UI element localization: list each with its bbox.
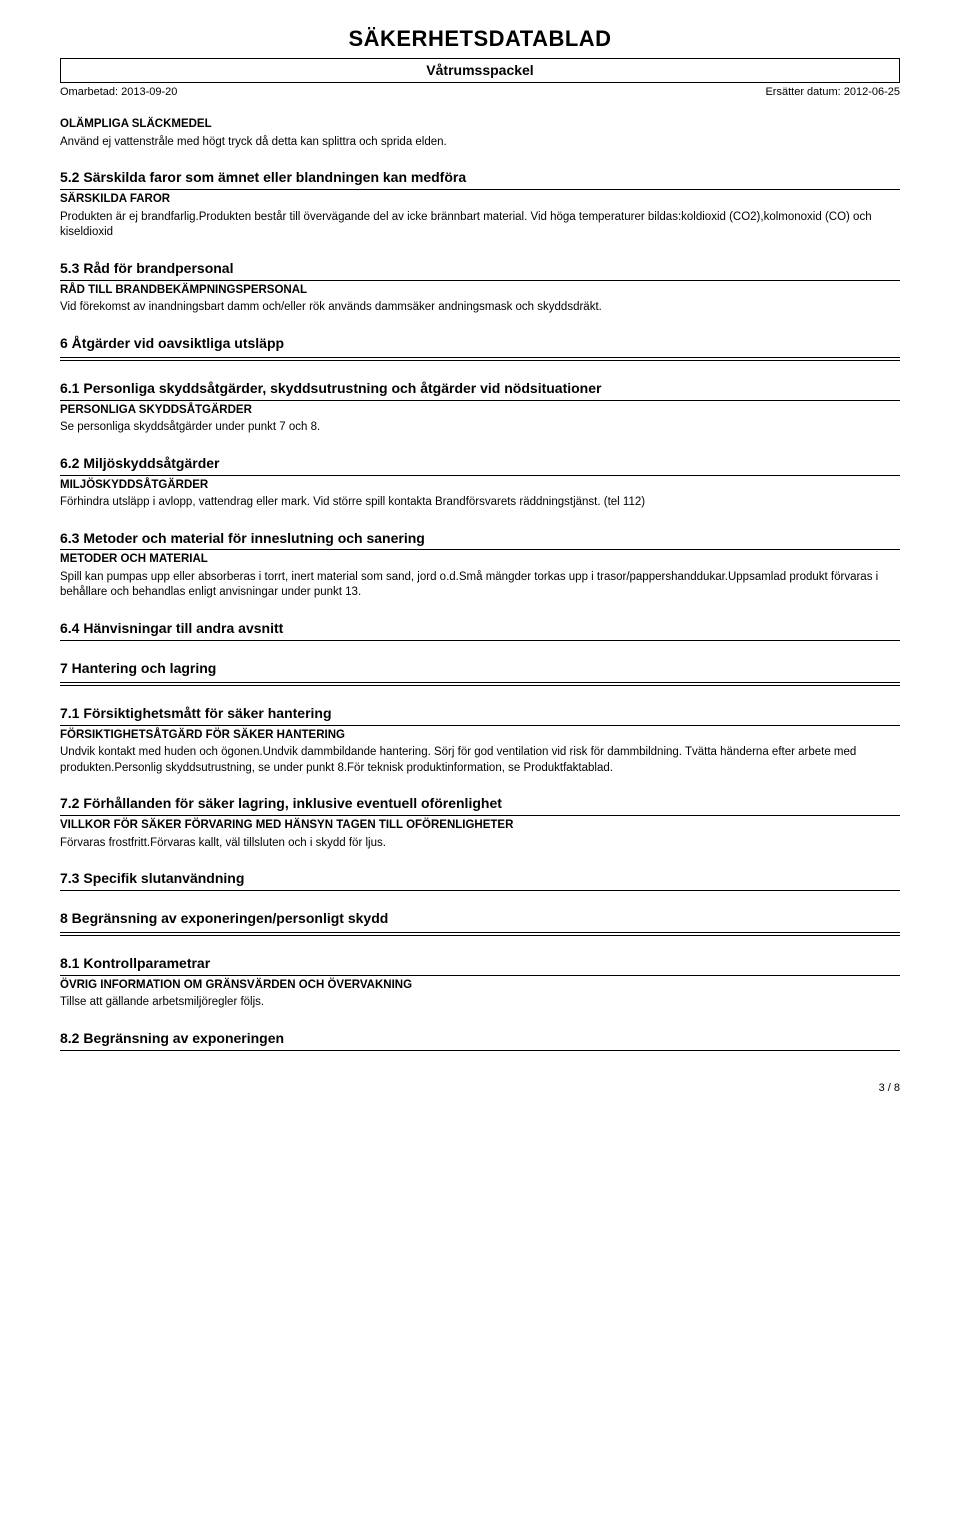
section-body: Se personliga skyddsåtgärder under punkt… <box>60 420 900 436</box>
section-body: Spill kan pumpas upp eller absorberas i … <box>60 570 900 601</box>
section-title: 6.4 Hänvisningar till andra avsnitt <box>60 619 900 641</box>
section-title: 6.2 Miljöskyddsåtgärder <box>60 454 900 476</box>
doc-title: SÄKERHETSDATABLAD <box>60 24 900 54</box>
section-block: 6.2 Miljöskyddsåtgärder MILJÖSKYDDSÅTGÄR… <box>60 454 900 511</box>
section-label: VILLKOR FÖR SÄKER FÖRVARING MED HÄNSYN T… <box>60 818 900 834</box>
section-title: 6.1 Personliga skyddsåtgärder, skyddsutr… <box>60 379 900 401</box>
section-title: 7.3 Specifik slutanvändning <box>60 869 900 891</box>
section-block: 8.1 Kontrollparametrar ÖVRIG INFORMATION… <box>60 954 900 1011</box>
section-block: 6.4 Hänvisningar till andra avsnitt <box>60 619 900 641</box>
main-section-title: 8 Begränsning av exponeringen/personligt… <box>60 909 900 930</box>
section-body: Förhindra utsläpp i avlopp, vattendrag e… <box>60 495 900 511</box>
page-number: 3 / 8 <box>60 1081 900 1096</box>
main-section-block: 7 Hantering och lagring <box>60 659 900 686</box>
section-body: Förvaras frostfritt.Förvaras kallt, väl … <box>60 836 900 852</box>
section-block: 5.2 Särskilda faror som ämnet eller blan… <box>60 168 900 240</box>
section-block: 6.1 Personliga skyddsåtgärder, skyddsutr… <box>60 379 900 436</box>
section-body: Vid förekomst av inandningsbart damm och… <box>60 300 900 316</box>
section-label: OLÄMPLIGA SLÄCKMEDEL <box>60 117 900 133</box>
section-label: SÄRSKILDA FAROR <box>60 192 900 208</box>
section-title: 6.3 Metoder och material för inneslutnin… <box>60 529 900 551</box>
double-rule <box>60 682 900 686</box>
section-block: 8.2 Begränsning av exponeringen <box>60 1029 900 1051</box>
section-title: 8.2 Begränsning av exponeringen <box>60 1029 900 1051</box>
main-section-title: 7 Hantering och lagring <box>60 659 900 680</box>
main-section-block: 8 Begränsning av exponeringen/personligt… <box>60 909 900 936</box>
header-meta-row: Omarbetad: 2013-09-20 Ersätter datum: 20… <box>60 85 900 100</box>
section-label: PERSONLIGA SKYDDSÅTGÄRDER <box>60 403 900 419</box>
section-title: 5.2 Särskilda faror som ämnet eller blan… <box>60 168 900 190</box>
section-title: 7.2 Förhållanden för säker lagring, inkl… <box>60 794 900 816</box>
section-label: FÖRSIKTIGHETSÅTGÄRD FÖR SÄKER HANTERING <box>60 728 900 744</box>
section-block: 5.3 Råd för brandpersonal RÅD TILL BRAND… <box>60 259 900 316</box>
product-name-box: Våtrumsspackel <box>60 58 900 83</box>
section-block: 7.3 Specifik slutanvändning <box>60 869 900 891</box>
section-block: OLÄMPLIGA SLÄCKMEDEL Använd ej vattenstr… <box>60 117 900 150</box>
double-rule <box>60 357 900 361</box>
section-block: 7.1 Försiktighetsmått för säker hanterin… <box>60 704 900 776</box>
section-body: Undvik kontakt med huden och ögonen.Undv… <box>60 745 900 776</box>
section-block: 7.2 Förhållanden för säker lagring, inkl… <box>60 794 900 851</box>
section-title: 5.3 Råd för brandpersonal <box>60 259 900 281</box>
section-label: RÅD TILL BRANDBEKÄMPNINGSPERSONAL <box>60 283 900 299</box>
section-title: 7.1 Försiktighetsmått för säker hanterin… <box>60 704 900 726</box>
replaces-date: Ersätter datum: 2012-06-25 <box>765 85 900 100</box>
section-label: ÖVRIG INFORMATION OM GRÄNSVÄRDEN OCH ÖVE… <box>60 978 900 994</box>
section-label: MILJÖSKYDDSÅTGÄRDER <box>60 478 900 494</box>
section-body: Tillse att gällande arbetsmiljöregler fö… <box>60 995 900 1011</box>
double-rule <box>60 932 900 936</box>
section-body: Produkten är ej brandfarlig.Produkten be… <box>60 210 900 241</box>
section-label: METODER OCH MATERIAL <box>60 552 900 568</box>
main-section-title: 6 Åtgärder vid oavsiktliga utsläpp <box>60 334 900 355</box>
main-section-block: 6 Åtgärder vid oavsiktliga utsläpp <box>60 334 900 361</box>
section-body: Använd ej vattenstråle med högt tryck då… <box>60 135 900 151</box>
section-title: 8.1 Kontrollparametrar <box>60 954 900 976</box>
revised-date: Omarbetad: 2013-09-20 <box>60 85 177 100</box>
section-block: 6.3 Metoder och material för inneslutnin… <box>60 529 900 601</box>
